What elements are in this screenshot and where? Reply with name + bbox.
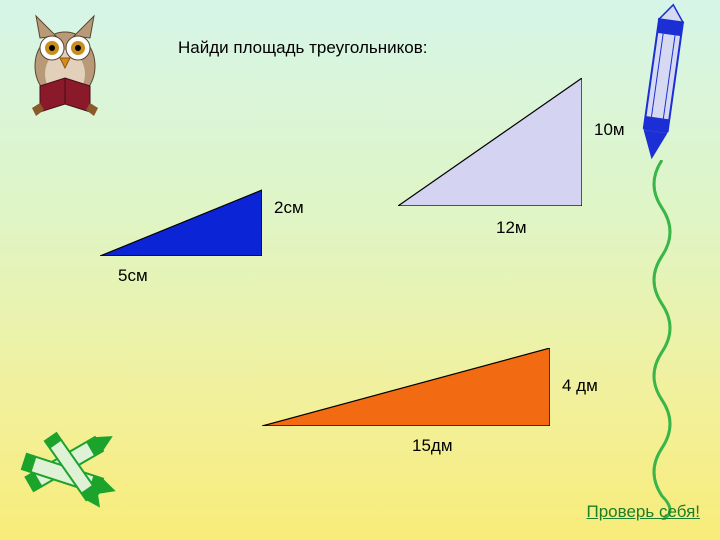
triangle-lavender-base-label: 12м	[496, 218, 527, 238]
crayon-blue-illustration	[634, 0, 690, 170]
owl-illustration	[10, 8, 120, 128]
triangle-orange-base-label: 15дм	[412, 436, 453, 456]
triangle-blue-base-label: 5см	[118, 266, 148, 286]
triangle-orange-height-label: 4 дм	[562, 376, 598, 396]
triangle-blue	[100, 166, 262, 256]
triangle-lavender-height-label: 10м	[594, 120, 625, 140]
crayons-green-illustration	[10, 410, 130, 530]
triangle-lavender	[398, 78, 582, 206]
triangle-orange	[262, 348, 550, 426]
squiggle-line	[642, 160, 682, 520]
check-yourself-link[interactable]: Проверь себя!	[586, 502, 700, 522]
page-title: Найди площадь треугольников:	[178, 38, 428, 58]
triangle-blue-height-label: 2см	[274, 198, 304, 218]
